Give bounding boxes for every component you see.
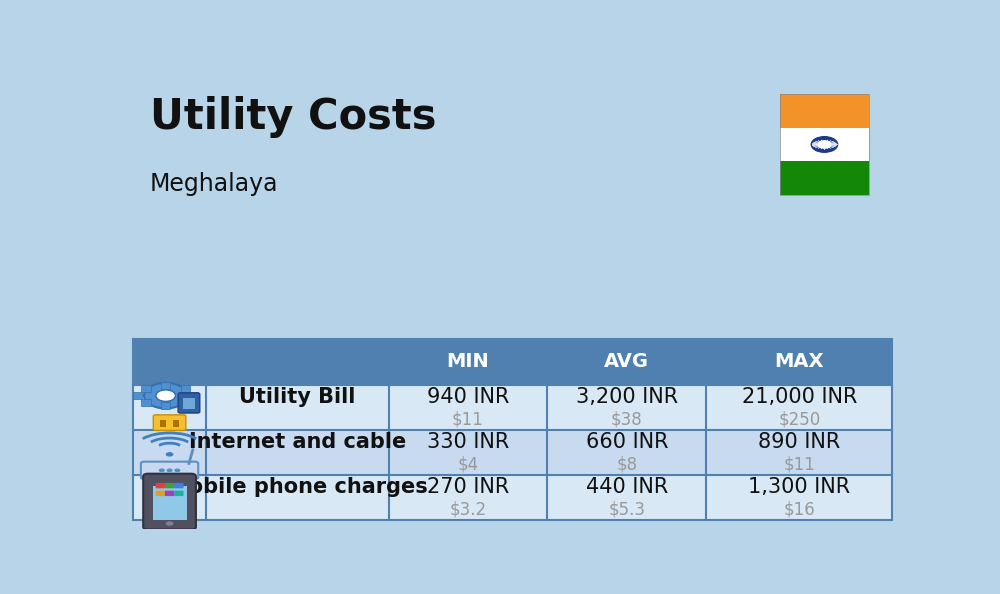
FancyBboxPatch shape — [133, 475, 892, 520]
FancyBboxPatch shape — [183, 398, 195, 409]
FancyBboxPatch shape — [178, 393, 200, 413]
Text: 21,000 INR: 21,000 INR — [742, 387, 857, 407]
Circle shape — [166, 452, 173, 457]
Text: 330 INR: 330 INR — [427, 432, 509, 452]
Text: Meghalaya: Meghalaya — [150, 172, 278, 196]
FancyBboxPatch shape — [161, 402, 170, 409]
FancyBboxPatch shape — [160, 421, 166, 426]
Text: 270 INR: 270 INR — [427, 477, 509, 497]
Text: 660 INR: 660 INR — [586, 432, 668, 452]
Text: Utility Bill: Utility Bill — [239, 387, 356, 407]
FancyBboxPatch shape — [165, 483, 174, 488]
FancyBboxPatch shape — [141, 399, 151, 406]
Text: $250: $250 — [778, 411, 820, 429]
Text: Utility Costs: Utility Costs — [150, 96, 436, 138]
Text: $8: $8 — [616, 456, 637, 474]
FancyBboxPatch shape — [780, 128, 869, 161]
Circle shape — [818, 141, 831, 148]
Text: 3,200 INR: 3,200 INR — [576, 387, 678, 407]
Text: $3.2: $3.2 — [449, 501, 486, 519]
FancyBboxPatch shape — [141, 385, 151, 392]
Text: Mobile phone charges: Mobile phone charges — [168, 477, 427, 497]
Circle shape — [174, 469, 180, 472]
Circle shape — [144, 383, 187, 409]
FancyBboxPatch shape — [174, 483, 184, 488]
Circle shape — [166, 469, 173, 472]
Text: Internet and cable: Internet and cable — [189, 432, 406, 452]
FancyBboxPatch shape — [181, 399, 190, 406]
Text: MIN: MIN — [447, 352, 489, 371]
FancyBboxPatch shape — [173, 421, 179, 426]
FancyBboxPatch shape — [143, 473, 196, 529]
FancyBboxPatch shape — [189, 392, 198, 399]
FancyBboxPatch shape — [780, 94, 869, 128]
FancyBboxPatch shape — [133, 392, 142, 399]
Text: 440 INR: 440 INR — [586, 477, 668, 497]
Circle shape — [166, 522, 173, 526]
Text: $4: $4 — [457, 456, 479, 474]
Text: $16: $16 — [783, 501, 815, 519]
Text: $38: $38 — [611, 411, 643, 429]
FancyBboxPatch shape — [153, 415, 186, 431]
Text: $11: $11 — [452, 411, 484, 429]
FancyBboxPatch shape — [181, 385, 190, 392]
FancyBboxPatch shape — [153, 485, 187, 520]
FancyBboxPatch shape — [165, 491, 174, 496]
FancyBboxPatch shape — [156, 483, 165, 488]
FancyBboxPatch shape — [133, 429, 892, 475]
FancyBboxPatch shape — [161, 382, 170, 390]
Text: $11: $11 — [783, 456, 815, 474]
Circle shape — [811, 137, 838, 152]
Text: AVG: AVG — [604, 352, 649, 371]
FancyBboxPatch shape — [174, 491, 184, 496]
FancyBboxPatch shape — [133, 384, 892, 429]
Circle shape — [159, 469, 165, 472]
FancyBboxPatch shape — [156, 491, 165, 496]
Text: $5.3: $5.3 — [608, 501, 645, 519]
FancyBboxPatch shape — [141, 462, 198, 479]
Text: 1,300 INR: 1,300 INR — [748, 477, 850, 497]
Text: 890 INR: 890 INR — [758, 432, 840, 452]
Text: 940 INR: 940 INR — [427, 387, 509, 407]
Circle shape — [156, 390, 175, 402]
FancyBboxPatch shape — [133, 339, 892, 384]
Text: MAX: MAX — [774, 352, 824, 371]
FancyBboxPatch shape — [780, 161, 869, 195]
